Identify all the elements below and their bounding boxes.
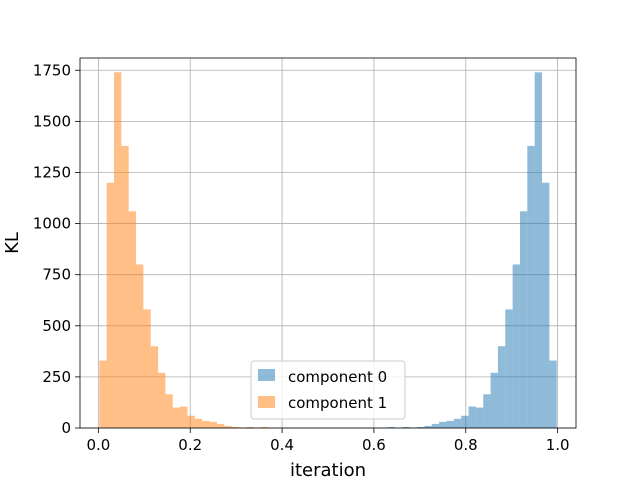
histogram-bar-component-0 bbox=[439, 421, 447, 428]
legend: component 0 component 1 bbox=[250, 360, 406, 420]
legend-label-component-0: component 0 bbox=[288, 368, 387, 386]
histogram-bar-component-0 bbox=[475, 407, 484, 428]
x-tick-label: 0.6 bbox=[362, 436, 386, 454]
x-tick-label: 0.4 bbox=[270, 436, 294, 454]
histogram-bar-component-1 bbox=[224, 425, 232, 428]
histogram-bar-component-1 bbox=[165, 394, 173, 428]
histogram-bar-component-0 bbox=[497, 346, 506, 428]
y-axis-label: KL bbox=[2, 232, 23, 254]
histogram-bar-component-0 bbox=[549, 360, 557, 428]
y-tick-label: 1000 bbox=[33, 215, 71, 233]
histogram-bar-component-1 bbox=[180, 406, 188, 428]
histogram-bar-component-1 bbox=[260, 426, 269, 428]
histogram-bar-component-1 bbox=[246, 426, 254, 428]
histogram-bar-component-1 bbox=[99, 360, 107, 428]
y-tick-label: 250 bbox=[42, 368, 71, 386]
histogram-bar-component-0 bbox=[446, 420, 454, 428]
histogram-bar-component-0 bbox=[490, 372, 498, 428]
x-tick-label: 0.2 bbox=[178, 436, 202, 454]
legend-swatch-component-0 bbox=[258, 369, 275, 381]
histogram-bar-component-0 bbox=[483, 394, 491, 428]
y-tick-label: 500 bbox=[42, 317, 71, 335]
histogram-bar-component-1 bbox=[202, 420, 210, 428]
histogram-bar-component-1 bbox=[216, 423, 225, 428]
histogram-bar-component-1 bbox=[106, 182, 114, 428]
histogram-bar-component-0 bbox=[468, 406, 476, 428]
histogram-bar-component-0 bbox=[453, 418, 462, 428]
x-tick-label: 0.0 bbox=[86, 436, 110, 454]
histogram-bar-component-1 bbox=[150, 346, 159, 428]
histogram-bars bbox=[99, 72, 557, 429]
histogram-bar-component-1 bbox=[113, 72, 122, 429]
histogram-bar-component-0 bbox=[461, 415, 469, 428]
x-tick-label: 1.0 bbox=[546, 436, 570, 454]
x-axis-ticks: 0.0 0.2 0.4 0.6 0.8 1.0 bbox=[86, 428, 570, 454]
y-tick-label: 1500 bbox=[33, 112, 71, 130]
legend-swatch-component-1 bbox=[258, 396, 275, 408]
histogram-bar-component-0 bbox=[512, 264, 520, 428]
y-tick-label: 0 bbox=[61, 419, 71, 437]
y-axis-ticks: 0 250 500 750 1000 1250 1500 1750 bbox=[33, 61, 80, 437]
y-tick-label: 1750 bbox=[33, 61, 71, 79]
histogram-bar-component-1 bbox=[136, 264, 144, 428]
histogram-bar-component-0 bbox=[534, 72, 543, 429]
histogram-bar-component-1 bbox=[209, 421, 217, 428]
histogram-bar-component-1 bbox=[143, 309, 151, 428]
x-axis-label: iteration bbox=[290, 460, 366, 480]
histogram-bar-component-0 bbox=[417, 426, 425, 428]
legend-box bbox=[250, 360, 406, 420]
legend-label-component-1: component 1 bbox=[288, 394, 387, 412]
histogram-bar-component-1 bbox=[172, 407, 181, 428]
histogram-bar-component-0 bbox=[424, 425, 432, 428]
y-tick-label: 1250 bbox=[33, 163, 71, 181]
histogram-bar-component-0 bbox=[387, 426, 396, 428]
histogram-bar-component-0 bbox=[431, 423, 440, 428]
histogram-bar-component-0 bbox=[542, 182, 550, 428]
histogram-bar-component-0 bbox=[519, 211, 528, 428]
histogram-bar-component-0 bbox=[402, 426, 410, 428]
histogram-bar-component-1 bbox=[194, 418, 203, 428]
y-tick-label: 750 bbox=[42, 266, 71, 284]
plot-frame bbox=[79, 57, 577, 429]
histogram-bar-component-1 bbox=[128, 211, 137, 428]
histogram-bar-component-1 bbox=[187, 415, 195, 428]
histogram-bar-component-1 bbox=[231, 426, 239, 428]
histogram-bar-component-1 bbox=[121, 145, 129, 428]
histogram-bar-component-1 bbox=[158, 372, 166, 428]
histogram-bar-component-0 bbox=[527, 145, 535, 428]
histogram-bar-component-0 bbox=[505, 309, 513, 428]
x-tick-label: 0.8 bbox=[454, 436, 478, 454]
